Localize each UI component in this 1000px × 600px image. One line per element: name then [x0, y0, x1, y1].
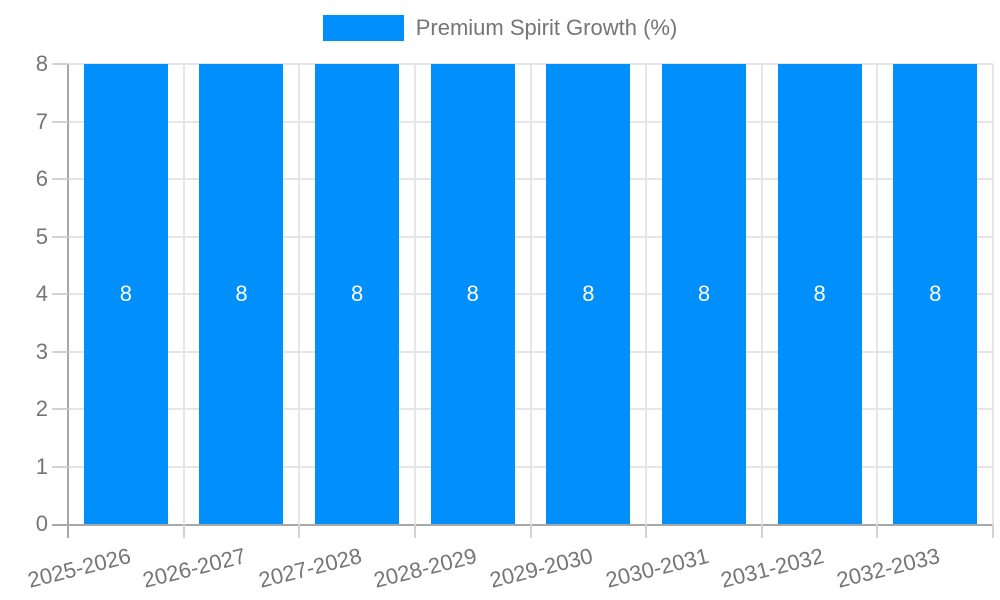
x-tick: [645, 524, 648, 538]
bar-value-label: 8: [235, 281, 248, 306]
y-tick: [52, 350, 68, 353]
bar: 8: [893, 64, 978, 524]
y-tick: [52, 120, 68, 123]
y-axis-line: [67, 64, 69, 538]
x-tick: [760, 524, 763, 538]
x-axis-line: [52, 524, 993, 526]
bar: 8: [315, 64, 400, 524]
x-tick-label: 2028-2029: [371, 543, 480, 593]
bar-value-label: 8: [697, 281, 711, 306]
y-tick-label: 7: [35, 108, 48, 134]
gridline-v: [182, 64, 185, 524]
x-tick: [182, 524, 185, 538]
bar: 8: [430, 64, 515, 524]
bar-value-label: 8: [929, 281, 942, 306]
y-tick: [52, 235, 68, 238]
legend-item[interactable]: Premium Spirit Growth (%): [0, 15, 1000, 41]
y-tick-label: 5: [35, 223, 48, 249]
x-tick-label: 2025-2026: [24, 543, 133, 593]
gridline-v: [876, 64, 879, 524]
y-tick-label: 4: [35, 281, 48, 306]
bar-value-label: 8: [350, 281, 364, 306]
bar-value-label: 8: [813, 281, 826, 306]
y-tick: [52, 465, 68, 468]
gridline-v: [529, 64, 532, 524]
gridline-v: [992, 64, 994, 524]
x-tick: [298, 524, 301, 538]
bar: 8: [546, 64, 631, 524]
y-tick-label: 2: [35, 396, 48, 421]
bar-value-label: 8: [119, 281, 132, 306]
legend-label: Premium Spirit Growth (%): [415, 15, 678, 40]
bar: 8: [661, 64, 746, 524]
y-tick: [52, 293, 68, 295]
y-tick-label: 6: [35, 166, 48, 191]
x-tick-label: 2032-2033: [834, 543, 943, 593]
bar: 8: [83, 64, 168, 524]
x-tick-label: 2031-2032: [718, 543, 827, 593]
bar-value-label: 8: [582, 281, 595, 306]
y-tick: [52, 408, 68, 410]
y-tick: [52, 178, 68, 180]
x-tick-label: 2030-2031: [602, 543, 711, 593]
gridline-v: [760, 64, 763, 524]
x-tick-label: 2026-2027: [140, 543, 249, 593]
gridline-v: [645, 64, 648, 524]
y-tick: [52, 63, 68, 65]
x-tick: [413, 524, 416, 538]
y-tick-label: 8: [35, 51, 48, 76]
bar: 8: [777, 64, 862, 524]
x-tick: [992, 524, 994, 538]
gridline-v: [413, 64, 416, 524]
x-tick-label: 2027-2028: [255, 543, 365, 593]
y-tick-label: 1: [35, 453, 48, 479]
x-tick: [529, 524, 532, 538]
bar-value-label: 8: [466, 281, 479, 306]
y-tick-label: 3: [35, 338, 48, 364]
x-tick: [876, 524, 879, 538]
gridline-v: [298, 64, 301, 524]
legend-swatch: [322, 15, 404, 41]
x-tick-label: 2029-2030: [487, 543, 596, 593]
bar: 8: [199, 64, 284, 524]
y-tick-label: 0: [35, 511, 48, 536]
